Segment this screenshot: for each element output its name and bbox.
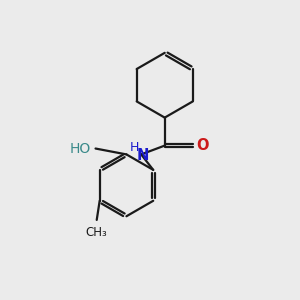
Text: CH₃: CH₃	[86, 226, 108, 239]
Text: H: H	[130, 141, 140, 154]
Text: HO: HO	[70, 142, 91, 155]
Text: O: O	[196, 138, 209, 153]
Text: N: N	[136, 148, 149, 164]
